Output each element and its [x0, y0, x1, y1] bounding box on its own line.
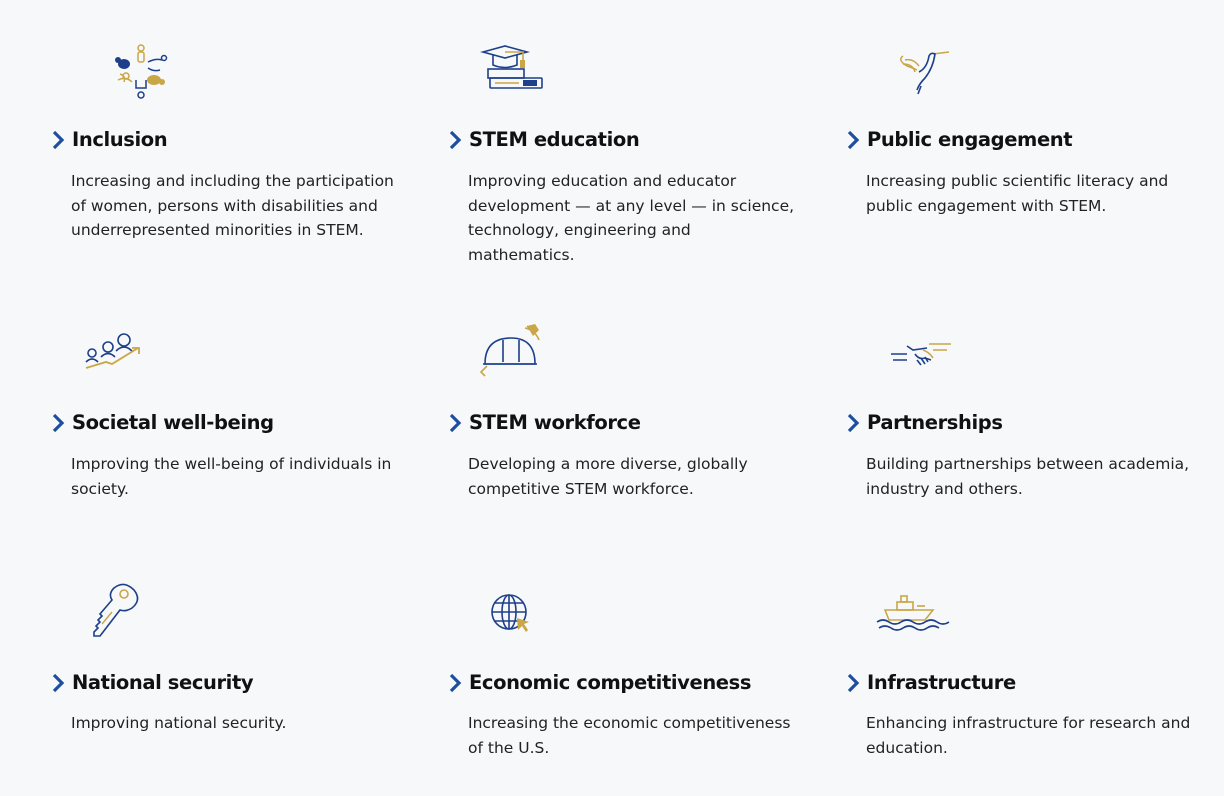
- card-description: Increasing the economic competitiveness …: [468, 714, 791, 757]
- card-title: STEM workforce: [469, 411, 641, 434]
- card-description: Improving the well-being of individuals …: [71, 455, 392, 498]
- card-description: Increasing and including the participati…: [71, 172, 394, 239]
- stem-workforce-link[interactable]: STEM workforce: [445, 411, 641, 434]
- key-icon: [78, 578, 158, 648]
- national-security-link[interactable]: National security: [48, 671, 254, 694]
- partnerships-link[interactable]: Partnerships: [843, 411, 1003, 434]
- chevron-right-icon: [48, 412, 70, 434]
- hard-hat-pickaxe-icon: [475, 320, 555, 390]
- chevron-right-icon: [445, 412, 467, 434]
- globe-cursor-icon: [475, 578, 555, 648]
- public-engagement-link[interactable]: Public engagement: [843, 128, 1073, 151]
- societal-well-being-link[interactable]: Societal well-being: [48, 411, 274, 434]
- inclusion-link[interactable]: Inclusion: [48, 128, 168, 151]
- diverse-people-icon: [78, 38, 168, 108]
- card-description: Developing a more diverse, globally comp…: [468, 455, 748, 498]
- chevron-right-icon: [445, 129, 467, 151]
- card-title: Societal well-being: [72, 411, 274, 434]
- chevron-right-icon: [445, 672, 467, 694]
- chevron-right-icon: [843, 412, 865, 434]
- card-title: Inclusion: [72, 128, 168, 151]
- hummingbird-icon: [873, 38, 953, 108]
- card-description: Building partnerships between academia, …: [866, 455, 1190, 498]
- chevron-right-icon: [843, 129, 865, 151]
- chevron-right-icon: [48, 129, 70, 151]
- card-description: Improving education and educator develop…: [468, 172, 795, 264]
- card-title: Economic competitiveness: [469, 671, 752, 694]
- ship-icon: [873, 578, 953, 648]
- card-description: Increasing public scientific literacy an…: [866, 172, 1169, 215]
- card-title: National security: [72, 671, 254, 694]
- infrastructure-link[interactable]: Infrastructure: [843, 671, 1016, 694]
- card-title: STEM education: [469, 128, 640, 151]
- graduation-cap-books-icon: [475, 38, 555, 108]
- stem-education-link[interactable]: STEM education: [445, 128, 640, 151]
- chevron-right-icon: [843, 672, 865, 694]
- card-title: Infrastructure: [867, 671, 1016, 694]
- economic-competitiveness-link[interactable]: Economic competitiveness: [445, 671, 751, 694]
- chevron-right-icon: [48, 672, 70, 694]
- card-description: Improving national security.: [71, 714, 287, 732]
- handshake-icon: [873, 320, 953, 390]
- card-description: Enhancing infrastructure for research an…: [866, 714, 1191, 757]
- card-title: Partnerships: [867, 411, 1003, 434]
- people-growth-icon: [78, 320, 158, 390]
- card-title: Public engagement: [867, 128, 1073, 151]
